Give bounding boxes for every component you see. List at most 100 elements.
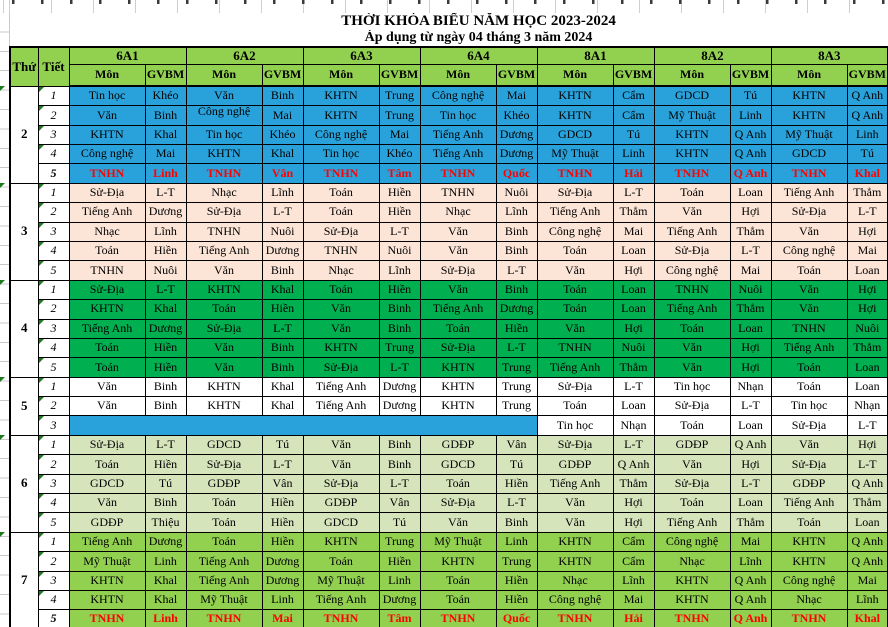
teacher-cell[interactable]: Mai [378,124,421,146]
subject-cell[interactable]: KHTN [653,124,731,146]
period-cell[interactable]: 2 [37,551,70,572]
teacher-cell[interactable]: Hợi [612,493,655,514]
subject-cell[interactable]: Toán [536,299,614,320]
subject-cell[interactable]: GDĐP [419,434,497,456]
teacher-cell[interactable]: Nuôi [261,221,304,242]
teacher-cell[interactable]: Hiền [378,279,421,301]
class-header-6a2[interactable]: 6A2 [185,46,304,66]
teacher-cell[interactable]: Nuôi [495,182,538,204]
subject-cell[interactable]: KHTN [419,396,497,417]
subject-cell[interactable]: Công nghệ [653,260,731,281]
subject-cell[interactable]: Toán [653,182,731,204]
subject-cell[interactable]: TNHN [68,163,146,184]
subject-cell[interactable]: GDCD [302,512,380,533]
teacher-cell[interactable]: Q Anh [729,163,772,184]
subject-cell[interactable]: Toán [185,512,263,533]
teacher-cell[interactable]: Hiền [261,493,304,514]
teacher-cell[interactable]: Mai [144,144,187,165]
subject-cell[interactable]: Sử-Địa [68,434,146,456]
page-title[interactable]: THỜI KHÓA BIỂU NĂM HỌC 2023-2024 [69,13,888,31]
teacher-cell[interactable]: Nuôi [729,279,772,301]
subject-cell[interactable]: Văn [770,279,848,301]
teacher-cell[interactable]: Q Anh [729,589,772,611]
subject-cell[interactable]: Tiếng Anh [653,299,731,320]
teacher-cell[interactable]: Khéo [261,124,304,146]
teacher-cell[interactable]: Tú [729,85,772,107]
day-cell[interactable]: 7 [9,531,39,627]
day-cell[interactable]: 5 [9,376,39,436]
teacher-cell[interactable]: Hợi [846,299,888,320]
teacher-cell[interactable]: Hiền [495,473,538,495]
subject-cell[interactable]: Văn [68,493,146,514]
subject-cell[interactable]: Toán [302,202,380,223]
teacher-cell[interactable]: L-T [378,357,421,378]
subject-cell[interactable]: Toán [68,337,146,359]
subject-cell[interactable]: Văn [185,337,263,359]
period-cell[interactable]: 2 [37,299,70,320]
subject-cell[interactable]: KHTN [770,85,848,107]
subject-cell[interactable]: KHTN [302,105,380,126]
subject-cell[interactable]: Mỹ Thuật [536,144,614,165]
teacher-cell[interactable]: L-T [729,396,772,417]
teacher-cell[interactable]: Nuôi [144,260,187,281]
teacher-cell[interactable]: Mai [612,221,655,242]
period-cell[interactable]: 1 [37,531,70,553]
subject-cell[interactable]: Nhạc [185,182,263,204]
teacher-cell[interactable]: Hiền [144,357,187,378]
subject-cell[interactable]: Toán [185,299,263,320]
period-cell[interactable]: 5 [37,357,70,378]
subject-cell[interactable]: Văn [536,260,614,281]
teacher-cell[interactable]: Q Anh [612,454,655,475]
teacher-cell[interactable]: L-T [612,182,655,204]
teacher-cell[interactable]: Linh [378,570,421,592]
subject-cell[interactable]: Toán [770,512,848,533]
teacher-cell[interactable]: Mai [846,240,888,262]
period-cell[interactable]: 1 [37,376,70,398]
teacher-cell[interactable]: Khal [846,609,888,627]
subject-cell[interactable]: Tiếng Anh [536,202,614,223]
subject-cell[interactable]: GDĐP [770,473,848,495]
teacher-cell[interactable]: Khéo [378,144,421,165]
subject-cell[interactable]: GDĐP [68,512,146,533]
teacher-cell[interactable]: L-T [846,202,888,223]
teacher-cell[interactable]: L-T [261,318,304,339]
subject-cell[interactable]: GDCD [770,144,848,165]
subject-cell[interactable]: Văn [302,318,380,339]
teacher-cell[interactable]: Hợi [612,512,655,533]
subject-cell[interactable]: Tiếng Anh [653,221,731,242]
subject-cell[interactable]: Công nghệ [302,124,380,146]
period-cell[interactable]: 3 [37,318,70,339]
teacher-cell[interactable]: Lĩnh [378,260,421,281]
teacher-cell[interactable]: Q Anh [846,473,888,495]
teacher-cell[interactable]: Thẳm [729,512,772,533]
subject-cell[interactable]: GDCD [419,454,497,475]
teacher-cell[interactable]: Nuôi [612,337,655,359]
period-cell[interactable]: 1 [37,182,70,204]
teacher-cell[interactable]: Hợi [846,221,888,242]
subject-cell[interactable]: KHTN [302,85,380,107]
subject-cell[interactable]: Văn [185,357,263,378]
gvbm-header[interactable]: GVBM [729,64,772,88]
subject-cell[interactable]: TNHN [653,163,731,184]
subject-cell[interactable]: Toán [653,493,731,514]
teacher-cell[interactable]: Binh [144,376,187,398]
subject-cell[interactable]: TNHN [302,163,380,184]
subject-cell[interactable]: Mỹ Thuật [68,551,146,572]
subject-cell[interactable]: Sử-Địa [770,415,848,436]
class-header-8a2[interactable]: 8A2 [653,46,772,66]
subject-cell[interactable]: TNHN [536,337,614,359]
gvbm-header[interactable]: GVBM [846,64,888,88]
subject-cell[interactable]: KHTN [536,105,614,126]
subject-cell[interactable]: Tiếng Anh [536,357,614,378]
teacher-cell[interactable]: Mai [729,260,772,281]
period-cell[interactable]: 1 [37,434,70,456]
teacher-cell[interactable]: Hải [612,609,655,627]
subject-cell[interactable]: KHTN [185,376,263,398]
teacher-cell[interactable]: L-T [729,240,772,262]
gvbm-header[interactable]: GVBM [495,64,538,88]
teacher-cell[interactable]: Loan [612,240,655,262]
teacher-cell[interactable]: Nhạn [729,376,772,398]
subject-cell[interactable]: Toán [770,357,848,378]
subject-cell[interactable]: Tiếng Anh [770,337,848,359]
subject-cell[interactable]: KHTN [185,144,263,165]
